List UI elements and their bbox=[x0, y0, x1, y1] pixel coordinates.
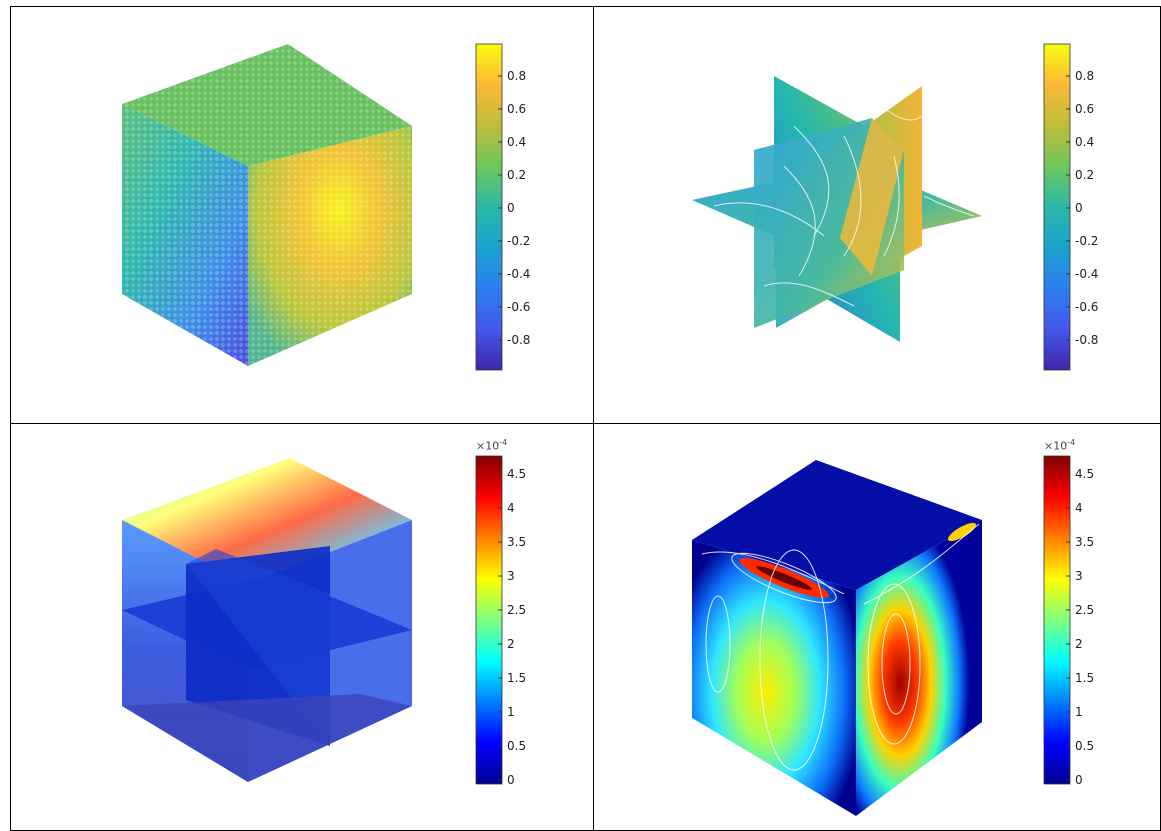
colorbar-tick-label: 0.5 bbox=[507, 739, 526, 753]
colorbar-tick-label: 0.2 bbox=[1075, 168, 1094, 182]
colorbar-tick-label: 0 bbox=[507, 201, 515, 215]
colorbar-tick-label: 2.5 bbox=[1075, 603, 1094, 617]
colorbar: 4.5 4 3.5 3 2.5 2 1.5 1 0.5 0 bbox=[1043, 455, 1094, 787]
colorbar-tick-label: -0.4 bbox=[1075, 267, 1098, 281]
colorbar-gradient bbox=[1043, 455, 1071, 785]
colorbar: 0.8 0.6 0.4 0.2 0 -0.2 -0.4 -0.6 -0.8 bbox=[475, 43, 530, 371]
colorbar-multiplier: ×10-4 bbox=[1044, 438, 1076, 453]
colorbar-tick-label: 2 bbox=[1075, 637, 1083, 651]
colorbar-tick-label: -0.2 bbox=[507, 234, 530, 248]
colorbar-tick-label: 1 bbox=[507, 705, 515, 719]
cube-contour-plot bbox=[692, 460, 982, 816]
colorbar-tick-label: -0.6 bbox=[507, 300, 530, 314]
colorbar-tick-label: 1 bbox=[1075, 705, 1083, 719]
colorbar-tick-label: 3.5 bbox=[507, 535, 526, 549]
colorbar-tick-label: 1.5 bbox=[507, 671, 526, 685]
colorbar-gradient bbox=[475, 43, 503, 371]
colorbar-tick-label: 2.5 bbox=[507, 603, 526, 617]
colorbar-gradient bbox=[1043, 43, 1071, 371]
panel-top-left: 0.8 0.6 0.4 0.2 0 -0.2 -0.4 -0.6 -0.8 bbox=[10, 6, 593, 423]
panel-divider-horizontal bbox=[10, 423, 1161, 424]
cube-surface-plot bbox=[122, 44, 412, 366]
colorbar-tick-label: 0.6 bbox=[1075, 102, 1094, 116]
colorbar-tick-label: 4.5 bbox=[1075, 467, 1094, 481]
panel-divider-vertical bbox=[593, 6, 594, 831]
colorbar-tick-label: -0.8 bbox=[1075, 333, 1098, 347]
colorbar-tick-label: 3.5 bbox=[1075, 535, 1094, 549]
colorbar-tick-label: 1.5 bbox=[1075, 671, 1094, 685]
colorbar-tick-label: 2 bbox=[507, 637, 515, 651]
colorbar-tick-label: 4.5 bbox=[507, 467, 526, 481]
colorbar-tick-label: 0.2 bbox=[507, 168, 526, 182]
panel-bottom-left: ×10-4 4.5 4 3.5 3 2.5 2 1.5 1 0.5 0 bbox=[10, 424, 593, 831]
colorbar: 4.5 4 3.5 3 2.5 2 1.5 1 0.5 0 bbox=[475, 455, 526, 787]
colorbar-tick-label: -0.4 bbox=[507, 267, 530, 281]
cube-slice-plot bbox=[122, 458, 412, 782]
colorbar: 0.8 0.6 0.4 0.2 0 -0.2 -0.4 -0.6 -0.8 bbox=[1043, 43, 1098, 371]
colorbar-tick-label: 3 bbox=[507, 569, 515, 583]
colorbar-tick-label: 0.8 bbox=[1075, 69, 1094, 83]
colorbar-multiplier: ×10-4 bbox=[476, 438, 508, 453]
colorbar-tick-label: 0 bbox=[1075, 201, 1083, 215]
panel-top-right: 0.8 0.6 0.4 0.2 0 -0.2 -0.4 -0.6 -0.8 bbox=[594, 6, 1161, 423]
colorbar-tick-label: 0 bbox=[1075, 773, 1083, 787]
colorbar-tick-label: 0.4 bbox=[507, 135, 526, 149]
colorbar-tick-label: 3 bbox=[1075, 569, 1083, 583]
colorbar-tick-label: 0.5 bbox=[1075, 739, 1094, 753]
colorbar-tick-label: 0.6 bbox=[507, 102, 526, 116]
colorbar-tick-label: 0.4 bbox=[1075, 135, 1094, 149]
colorbar-tick-label: -0.8 bbox=[507, 333, 530, 347]
colorbar-gradient bbox=[475, 455, 503, 785]
colorbar-tick-label: -0.6 bbox=[1075, 300, 1098, 314]
slice-contour-plot bbox=[692, 76, 982, 342]
colorbar-tick-label: 0 bbox=[507, 773, 515, 787]
colorbar-tick-label: 4 bbox=[1075, 501, 1083, 515]
panel-bottom-right: ×10-4 4.5 4 3.5 3 2.5 2 1.5 1 0.5 0 bbox=[594, 424, 1161, 831]
colorbar-tick-label: 0.8 bbox=[507, 69, 526, 83]
colorbar-tick-label: -0.2 bbox=[1075, 234, 1098, 248]
colorbar-tick-label: 4 bbox=[507, 501, 515, 515]
